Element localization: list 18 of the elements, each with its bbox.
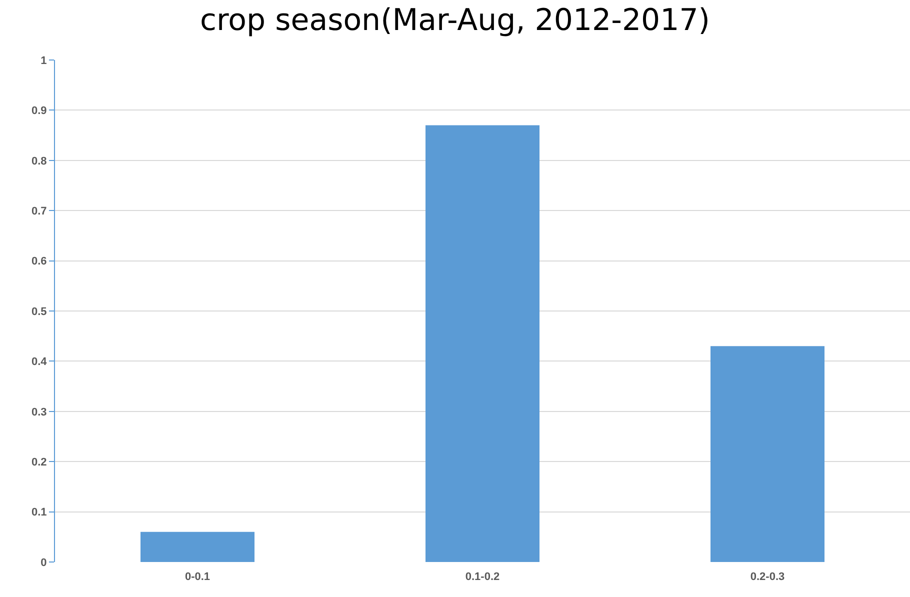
y-tick-label: 0.1: [32, 506, 47, 519]
y-tick-label: 0.7: [32, 205, 47, 218]
y-tick-label: 0.2: [32, 456, 47, 468]
x-tick-label: 0.1-0.2: [465, 571, 500, 584]
y-tick-label: 1: [40, 54, 47, 67]
bar: [426, 125, 540, 562]
bar: [710, 346, 824, 562]
y-tick-label: 0.3: [32, 406, 47, 418]
bar: [140, 532, 254, 562]
y-tick-label: 0: [40, 556, 47, 569]
y-tick-label: 0.5: [32, 306, 47, 318]
x-tick-label: 0.2-0.3: [750, 571, 785, 584]
y-tick-label: 0.4: [32, 356, 48, 368]
chart-title: crop season(Mar-Aug, 2012-2017): [200, 2, 710, 38]
x-tick-label: 0-0.1: [184, 571, 210, 584]
y-tick-label: 0.8: [32, 155, 47, 168]
y-tick-label: 0.6: [32, 256, 47, 268]
y-tick-label: 0.9: [32, 105, 47, 118]
